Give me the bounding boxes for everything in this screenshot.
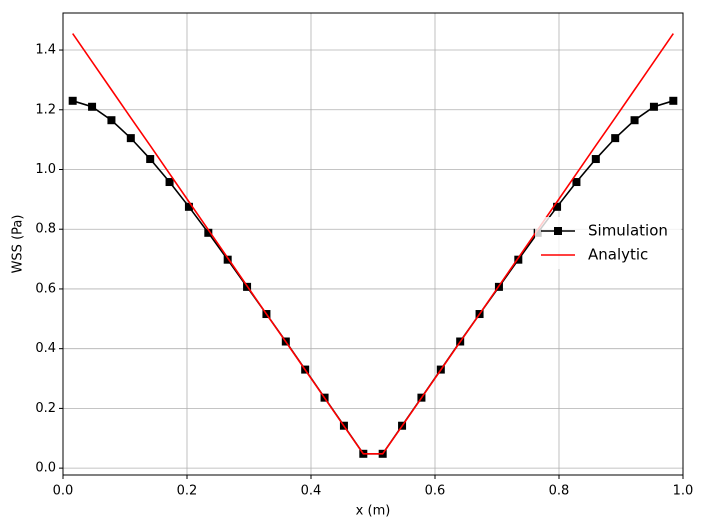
marker xyxy=(184,202,193,211)
y-tick-label: 0.2 xyxy=(35,401,56,416)
legend-marker xyxy=(554,227,562,235)
x-tick-label: 1.0 xyxy=(673,484,694,499)
y-tick-label: 0.0 xyxy=(35,461,56,476)
legend-label: Analytic xyxy=(588,246,648,264)
plot-frame xyxy=(62,12,684,476)
marker xyxy=(68,96,77,105)
y-tick-label: 0.4 xyxy=(35,341,56,356)
marker xyxy=(553,202,562,211)
marker xyxy=(107,116,116,125)
marker xyxy=(611,134,620,143)
marker xyxy=(204,228,213,237)
x-tick-label: 0.4 xyxy=(301,484,322,499)
y-tick-label: 0.8 xyxy=(35,222,56,237)
series-line xyxy=(72,33,674,455)
x-tick-label: 0.0 xyxy=(53,484,74,499)
marker xyxy=(572,178,581,187)
y-tick-label: 1.0 xyxy=(35,162,56,177)
marker xyxy=(88,102,97,111)
legend-box xyxy=(535,217,681,269)
x-tick-label: 0.6 xyxy=(425,484,446,499)
marker xyxy=(126,134,135,143)
x-axis-label: x (m) xyxy=(356,504,391,519)
y-tick-label: 1.2 xyxy=(35,102,56,117)
y-tick-label: 0.6 xyxy=(35,281,56,296)
y-tick-label: 1.4 xyxy=(35,43,56,58)
x-tick-label: 0.2 xyxy=(177,484,198,499)
marker xyxy=(146,155,155,164)
x-tick-label: 0.8 xyxy=(549,484,570,499)
marker xyxy=(649,102,658,111)
marker xyxy=(514,255,523,264)
marker xyxy=(591,155,600,164)
marker xyxy=(223,255,232,264)
marker xyxy=(669,96,678,105)
y-axis-label: WSS (Pa) xyxy=(11,215,26,274)
marker xyxy=(630,116,639,125)
legend-label: Simulation xyxy=(588,222,668,240)
marker xyxy=(165,178,174,187)
